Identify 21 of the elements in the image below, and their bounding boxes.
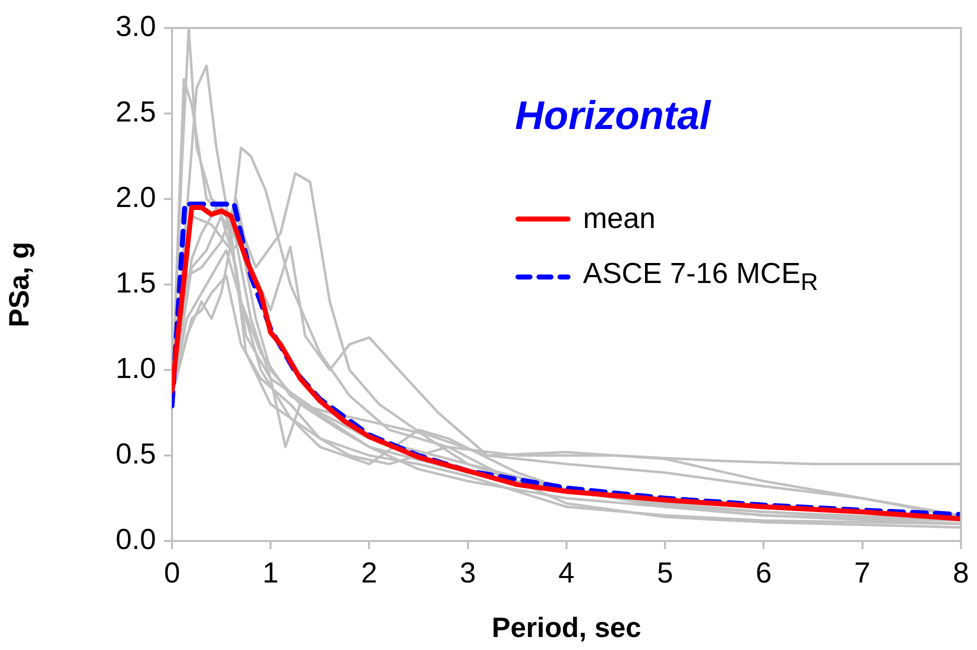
- y-tick-label: 0.5: [116, 438, 156, 470]
- legend-label: ASCE 7-16 MCE$_{R}$: [583, 258, 818, 296]
- x-tick-label: 6: [756, 557, 772, 590]
- x-tick-label: 5: [657, 557, 674, 590]
- y-tick-label: 3.0: [116, 11, 156, 43]
- y-tick-label: 1.5: [116, 268, 156, 300]
- x-tick-label: 7: [854, 557, 870, 590]
- legend-label: mean: [583, 202, 656, 236]
- y-tick-label: 1.0: [116, 353, 156, 385]
- x-tick-label: 8: [952, 557, 970, 590]
- x-tick-label: 1: [262, 557, 279, 590]
- y-axis-title: PSa, g: [4, 242, 35, 328]
- y-tick-label: 2.0: [116, 182, 156, 214]
- x-tick-label: 0: [164, 557, 180, 590]
- y-tick-label: 0.0: [116, 524, 156, 556]
- text: Horizontal: [515, 94, 711, 139]
- x-tick-label: 2: [361, 557, 378, 590]
- y-tick-label: 2.5: [116, 96, 156, 128]
- x-axis-title: Period, sec: [492, 612, 642, 643]
- x-tick-label: 4: [558, 557, 575, 590]
- x-tick-label: 3: [460, 557, 476, 590]
